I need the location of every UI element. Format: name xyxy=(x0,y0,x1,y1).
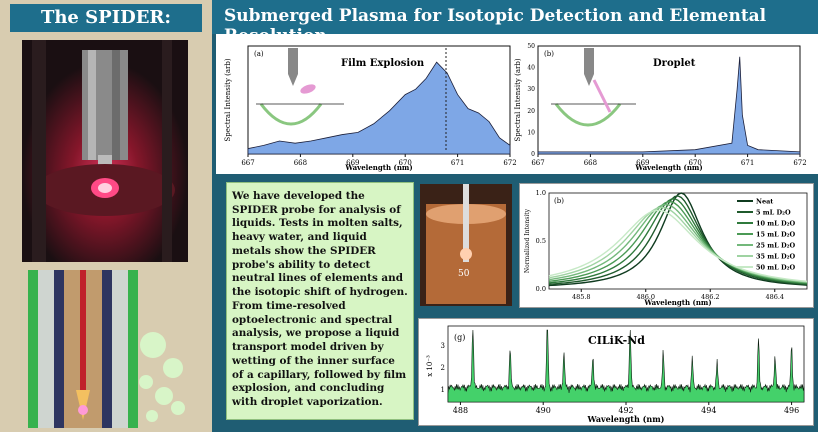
x-tick-label: 494 xyxy=(701,406,716,415)
x-tick-label: 670 xyxy=(399,159,412,167)
description-box xyxy=(226,182,414,420)
chart-a-annotation: Film Explosion xyxy=(341,58,425,69)
probe-photo xyxy=(22,40,188,262)
y-tick-label: 10 xyxy=(527,129,535,136)
chart-a-panel: (a) xyxy=(254,50,264,58)
chart-b-annotation: Droplet xyxy=(653,58,696,69)
x-tick-label: 486.0 xyxy=(636,293,655,301)
legend-label: 25 mL D₂O xyxy=(756,242,796,250)
series-line xyxy=(548,201,808,284)
beaker-marking: 50 xyxy=(458,269,470,279)
chart-c-ylabel: Normalized Intensity xyxy=(524,208,531,273)
x-tick-label: 490 xyxy=(536,406,551,415)
chart-film-explosion: Spectral Intensity (arb) (a) Film Explos… xyxy=(224,45,517,172)
x-tick-label: 668 xyxy=(294,159,307,167)
x-tick-label: 672 xyxy=(793,159,806,167)
banner xyxy=(212,0,818,34)
legend-label: 15 mL D₂O xyxy=(756,231,796,239)
chart-c-panel: (b) xyxy=(554,197,564,205)
y-tick-label: 20 xyxy=(527,108,535,115)
chart-d-panel: (g) xyxy=(454,333,465,342)
chart-b-panel: (b) xyxy=(544,50,554,58)
y-tick-label: 0.0 xyxy=(536,285,546,293)
legend-label: 5 mL D₂O xyxy=(756,209,791,217)
chart-b-xlabel: Wavelength (nm) xyxy=(634,163,702,172)
y-tick-label: 1.0 xyxy=(536,189,546,197)
x-tick-label: 669 xyxy=(636,159,649,167)
x-tick-label: 488 xyxy=(453,406,468,415)
chart-b-ylabel: Spectral Intensity (arb) xyxy=(514,58,522,141)
beaker-photo: 50 xyxy=(420,184,512,306)
series-line xyxy=(548,195,808,286)
x-tick-label: 485.8 xyxy=(572,293,591,301)
y-tick-label: 1 xyxy=(441,386,445,394)
probe-schematic xyxy=(28,270,186,428)
y-tick-label: 40 xyxy=(527,65,535,72)
legend-label: 50 mL D₂O xyxy=(756,264,796,272)
x-tick-label: 672 xyxy=(503,159,516,167)
chart-d-ylabel: x 10⁻³ xyxy=(426,355,434,377)
y-tick-label: 0 xyxy=(531,151,535,158)
series-line xyxy=(548,209,808,283)
series-line xyxy=(548,192,808,287)
x-tick-label: 667 xyxy=(241,159,254,167)
chart-a-xlabel: Wavelength (nm) xyxy=(344,163,412,172)
x-tick-label: 671 xyxy=(741,159,754,167)
y-tick-label: 50 xyxy=(527,43,535,50)
y-tick-label: 0.5 xyxy=(536,237,546,245)
chart-d-annotation: CILiK-Nd xyxy=(588,334,645,347)
x-tick-label: 668 xyxy=(584,159,597,167)
x-tick-label: 486.4 xyxy=(765,293,784,301)
x-tick-label: 669 xyxy=(346,159,359,167)
y-tick-label: 2 xyxy=(441,364,445,372)
legend-label: Neat xyxy=(756,198,773,206)
y-tick-label: 3 xyxy=(441,342,445,350)
description-text: We have developed the SPIDER probe for a… xyxy=(232,190,408,409)
x-tick-label: 671 xyxy=(451,159,464,167)
chart-c-xlabel: Wavelength (nm) xyxy=(643,298,711,307)
legend-label: 35 mL D₂O xyxy=(756,253,796,261)
chart-a-ylabel: Spectral Intensity (arb) xyxy=(224,58,232,141)
x-tick-label: 496 xyxy=(784,406,799,415)
x-tick-label: 670 xyxy=(689,159,702,167)
chart-ciliknd: (g) CILiK-Nd x 10⁻³ Wavelength (nm) 488 4… xyxy=(426,325,805,424)
legend-label: 10 mL D₂O xyxy=(756,220,796,228)
chart-droplet: Spectral Intensity (arb) (b) Droplet Wav… xyxy=(514,43,807,172)
series-line xyxy=(548,198,808,285)
x-tick-label: 667 xyxy=(531,159,544,167)
chart-deuterium: Normalized Intensity (b) Wavelength (nm)… xyxy=(524,189,808,307)
chart-d-xlabel: Wavelength (nm) xyxy=(587,414,665,424)
top-charts: Spectral Intensity (arb) (a) Film Explos… xyxy=(224,43,807,172)
x-tick-label: 486.2 xyxy=(701,293,720,301)
page-title: The SPIDER: xyxy=(10,4,202,32)
chart-deuterium-panel xyxy=(519,183,814,308)
x-tick-label: 492 xyxy=(618,406,633,415)
y-tick-label: 30 xyxy=(527,86,535,93)
chart-ciliknd-panel xyxy=(418,318,814,426)
